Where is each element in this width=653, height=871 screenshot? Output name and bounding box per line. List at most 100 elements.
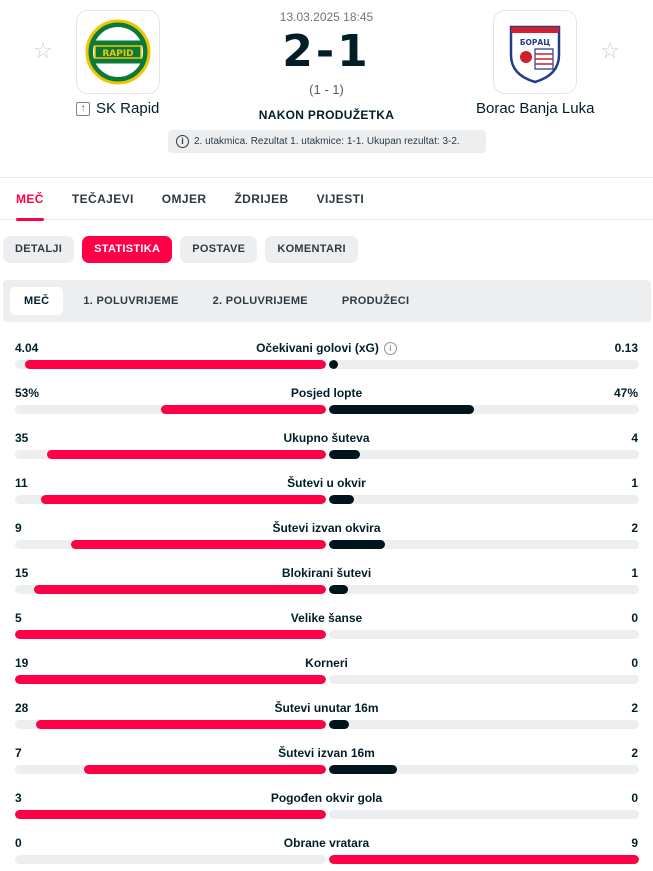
away-bar-track	[328, 405, 639, 414]
stat-bars	[15, 855, 639, 864]
stat-name: Posjed lopte	[0, 386, 653, 400]
away-bar-fill	[328, 585, 348, 594]
subtab-statistika[interactable]: STATISTIKA	[82, 235, 173, 263]
away-team-logo[interactable]: БОРАЦ	[493, 10, 577, 94]
stat-name: Šutevi unutar 16m	[0, 701, 653, 715]
stat-away-value: 0	[631, 791, 638, 805]
stat-home-value: 4.04	[15, 341, 39, 355]
away-bar-track	[328, 810, 639, 819]
home-bar-track	[15, 540, 326, 549]
home-bar-fill	[34, 585, 326, 594]
match-score: 2-1	[282, 26, 371, 77]
home-bar-track	[15, 495, 326, 504]
period-first-half[interactable]: 1. POLUVRIJEME	[83, 295, 179, 307]
stat-home-value: 0	[15, 836, 22, 850]
home-bar-track	[15, 675, 326, 684]
stat-labels: 7 Šutevi izvan 16m 2	[0, 744, 653, 762]
home-team-logo[interactable]: RAPID	[76, 10, 160, 94]
tab-mec[interactable]: MEČ	[16, 178, 44, 221]
stat-row: 4.04 Očekivani golovi (xG) i 0.13	[0, 339, 653, 384]
away-bar-track	[328, 675, 639, 684]
period-extra-time[interactable]: PRODUŽECI	[341, 295, 410, 307]
halftime-score: (1 - 1)	[309, 82, 344, 97]
stat-bars	[15, 720, 639, 729]
tab-omjer[interactable]: OMJER	[161, 191, 207, 206]
stat-labels: 3 Pogođen okvir gola 0	[0, 789, 653, 807]
subtab-detalji[interactable]: DETALJI	[3, 235, 75, 263]
home-bar-fill	[15, 810, 326, 819]
stat-home-value: 9	[15, 521, 22, 535]
away-bar-fill	[328, 495, 355, 504]
stat-away-value: 2	[631, 521, 638, 535]
stat-away-value: 4	[631, 431, 638, 445]
match-header: ☆ RAPID ↑ SK Rapid 13.03.2025 18:45 2-1 …	[0, 0, 653, 178]
subtab-postave[interactable]: POSTAVE	[180, 235, 258, 263]
stat-labels: 5 Velike šanse 0	[0, 609, 653, 627]
favorite-star-icon-home[interactable]: ☆	[33, 38, 53, 63]
period-second-half[interactable]: 2. POLUVRIJEME	[212, 295, 308, 307]
stat-name-text: Šutevi izvan okvira	[272, 521, 381, 535]
tab-tecajevi[interactable]: TEČAJEVI	[71, 191, 134, 206]
stat-away-value: 0	[631, 656, 638, 670]
away-bar-track	[328, 360, 639, 369]
stat-name-text: Očekivani golovi (xG)	[256, 341, 379, 355]
stat-bars	[15, 675, 639, 684]
home-bar-track	[15, 360, 326, 369]
stat-name-text: Šutevi izvan 16m	[278, 746, 375, 760]
home-bar-track	[15, 810, 326, 819]
away-bar-fill	[328, 765, 398, 774]
stat-name: Obrane vratara	[0, 836, 653, 850]
tab-vijesti[interactable]: VIJESTI	[316, 191, 365, 206]
period-match[interactable]: MEČ	[10, 287, 64, 315]
away-bar-fill	[328, 855, 639, 864]
stat-labels: 0 Obrane vratara 9	[0, 834, 653, 852]
stat-name-text: Blokirani šutevi	[281, 566, 372, 580]
stat-name: Šutevi izvan okvira	[0, 521, 653, 535]
stat-away-value: 0	[631, 611, 638, 625]
favorite-star-icon-away[interactable]: ☆	[600, 38, 620, 63]
away-team-name[interactable]: Borac Banja Luka	[476, 100, 595, 117]
stat-name: Korneri	[0, 656, 653, 670]
away-bar-track	[328, 855, 639, 864]
stat-row: 28 Šutevi unutar 16m 2	[0, 699, 653, 744]
stat-name: Pogođen okvir gola	[0, 791, 653, 805]
home-bar-track	[15, 630, 326, 639]
stat-row: 35 Ukupno šuteva 4	[0, 429, 653, 474]
stat-away-value: 2	[631, 701, 638, 715]
away-bar-track	[328, 495, 639, 504]
stat-labels: 53% Posjed lopte 47%	[0, 384, 653, 402]
stat-labels: 35 Ukupno šuteva 4	[0, 429, 653, 447]
stat-bars	[15, 630, 639, 639]
stat-home-value: 28	[15, 701, 29, 715]
stat-away-value: 1	[631, 476, 638, 490]
xg-info-icon[interactable]: i	[383, 341, 397, 355]
stat-name-text: Ukupno šuteva	[283, 431, 370, 445]
home-bar-track	[15, 720, 326, 729]
rapid-crest-icon: RAPID	[85, 19, 151, 85]
stat-bars	[15, 450, 639, 459]
stat-labels: 28 Šutevi unutar 16m 2	[0, 699, 653, 717]
stats-list: 4.04 Očekivani golovi (xG) i 0.13 53% Posjed …	[0, 339, 653, 871]
subtab-komentari[interactable]: KOMENTARI	[265, 235, 358, 263]
match-status: NAKON PRODUŽETKA	[258, 108, 395, 122]
stat-home-value: 19	[15, 656, 29, 670]
stat-away-value: 9	[631, 836, 638, 850]
stat-row: 15 Blokirani šutevi 1	[0, 564, 653, 609]
home-bar-fill	[160, 405, 326, 414]
home-team-name[interactable]: ↑ SK Rapid	[76, 100, 159, 117]
stat-bars	[15, 405, 639, 414]
home-bar-track	[15, 585, 326, 594]
tab-zdrijeb[interactable]: ŽDRIJEB	[234, 191, 289, 206]
stat-labels: 15 Blokirani šutevi 1	[0, 564, 653, 582]
stat-home-value: 11	[15, 476, 28, 490]
stat-row: 53% Posjed lopte 47%	[0, 384, 653, 429]
away-bar-track	[328, 720, 639, 729]
stat-bars	[15, 540, 639, 549]
sub-tabs: DETALJI STATISTIKA POSTAVE KOMENTARI	[0, 220, 653, 278]
stat-labels: 19 Korneri 0	[0, 654, 653, 672]
away-bar-track	[328, 630, 639, 639]
stat-home-value: 7	[15, 746, 22, 760]
stat-home-value: 5	[15, 611, 22, 625]
aggregate-info-text: 2. utakmica. Rezultat 1. utakmice: 1-1. …	[194, 136, 460, 147]
svg-text:RAPID: RAPID	[102, 49, 133, 59]
